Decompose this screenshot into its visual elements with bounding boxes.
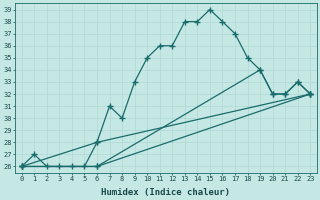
X-axis label: Humidex (Indice chaleur): Humidex (Indice chaleur): [101, 188, 230, 197]
